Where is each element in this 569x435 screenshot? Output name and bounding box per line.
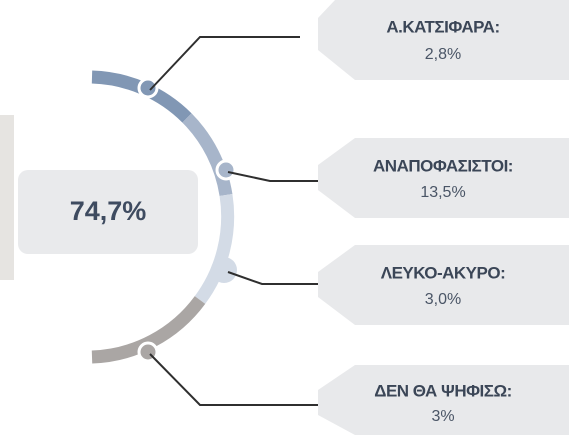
item-value: 2,8% xyxy=(425,46,461,63)
connector xyxy=(149,36,300,91)
ring-dot xyxy=(215,159,237,181)
label-box xyxy=(318,0,569,80)
label-box xyxy=(318,365,569,435)
ring-dot xyxy=(137,77,159,99)
item-value: 13,5% xyxy=(420,184,465,201)
connector xyxy=(149,353,318,406)
ring-segment xyxy=(91,296,206,364)
item-label: ΔΕΝ ΘΑ ΨΗΦΙΣΩ: xyxy=(374,381,512,400)
connector xyxy=(227,271,318,285)
ring-dot xyxy=(211,257,237,283)
center-box xyxy=(18,170,198,254)
ring-segment xyxy=(182,113,233,197)
item-label: ΑΝΑΠΟΦΑΣΙΣΤΟΙ: xyxy=(373,156,513,175)
photo-edge xyxy=(0,115,14,280)
ring-segment xyxy=(194,194,235,304)
item-value: 3% xyxy=(431,408,454,425)
center-value: 74,7% xyxy=(70,196,147,226)
item-label: ΛΕΥΚΟ-ΑΚΥΡΟ: xyxy=(381,263,506,282)
item-label: Α.ΚΑΤΣΙΦΑΡΑ: xyxy=(386,17,499,36)
connector xyxy=(227,171,318,182)
item-value: 3,0% xyxy=(425,291,461,308)
label-box xyxy=(318,138,569,218)
label-box xyxy=(318,245,569,325)
